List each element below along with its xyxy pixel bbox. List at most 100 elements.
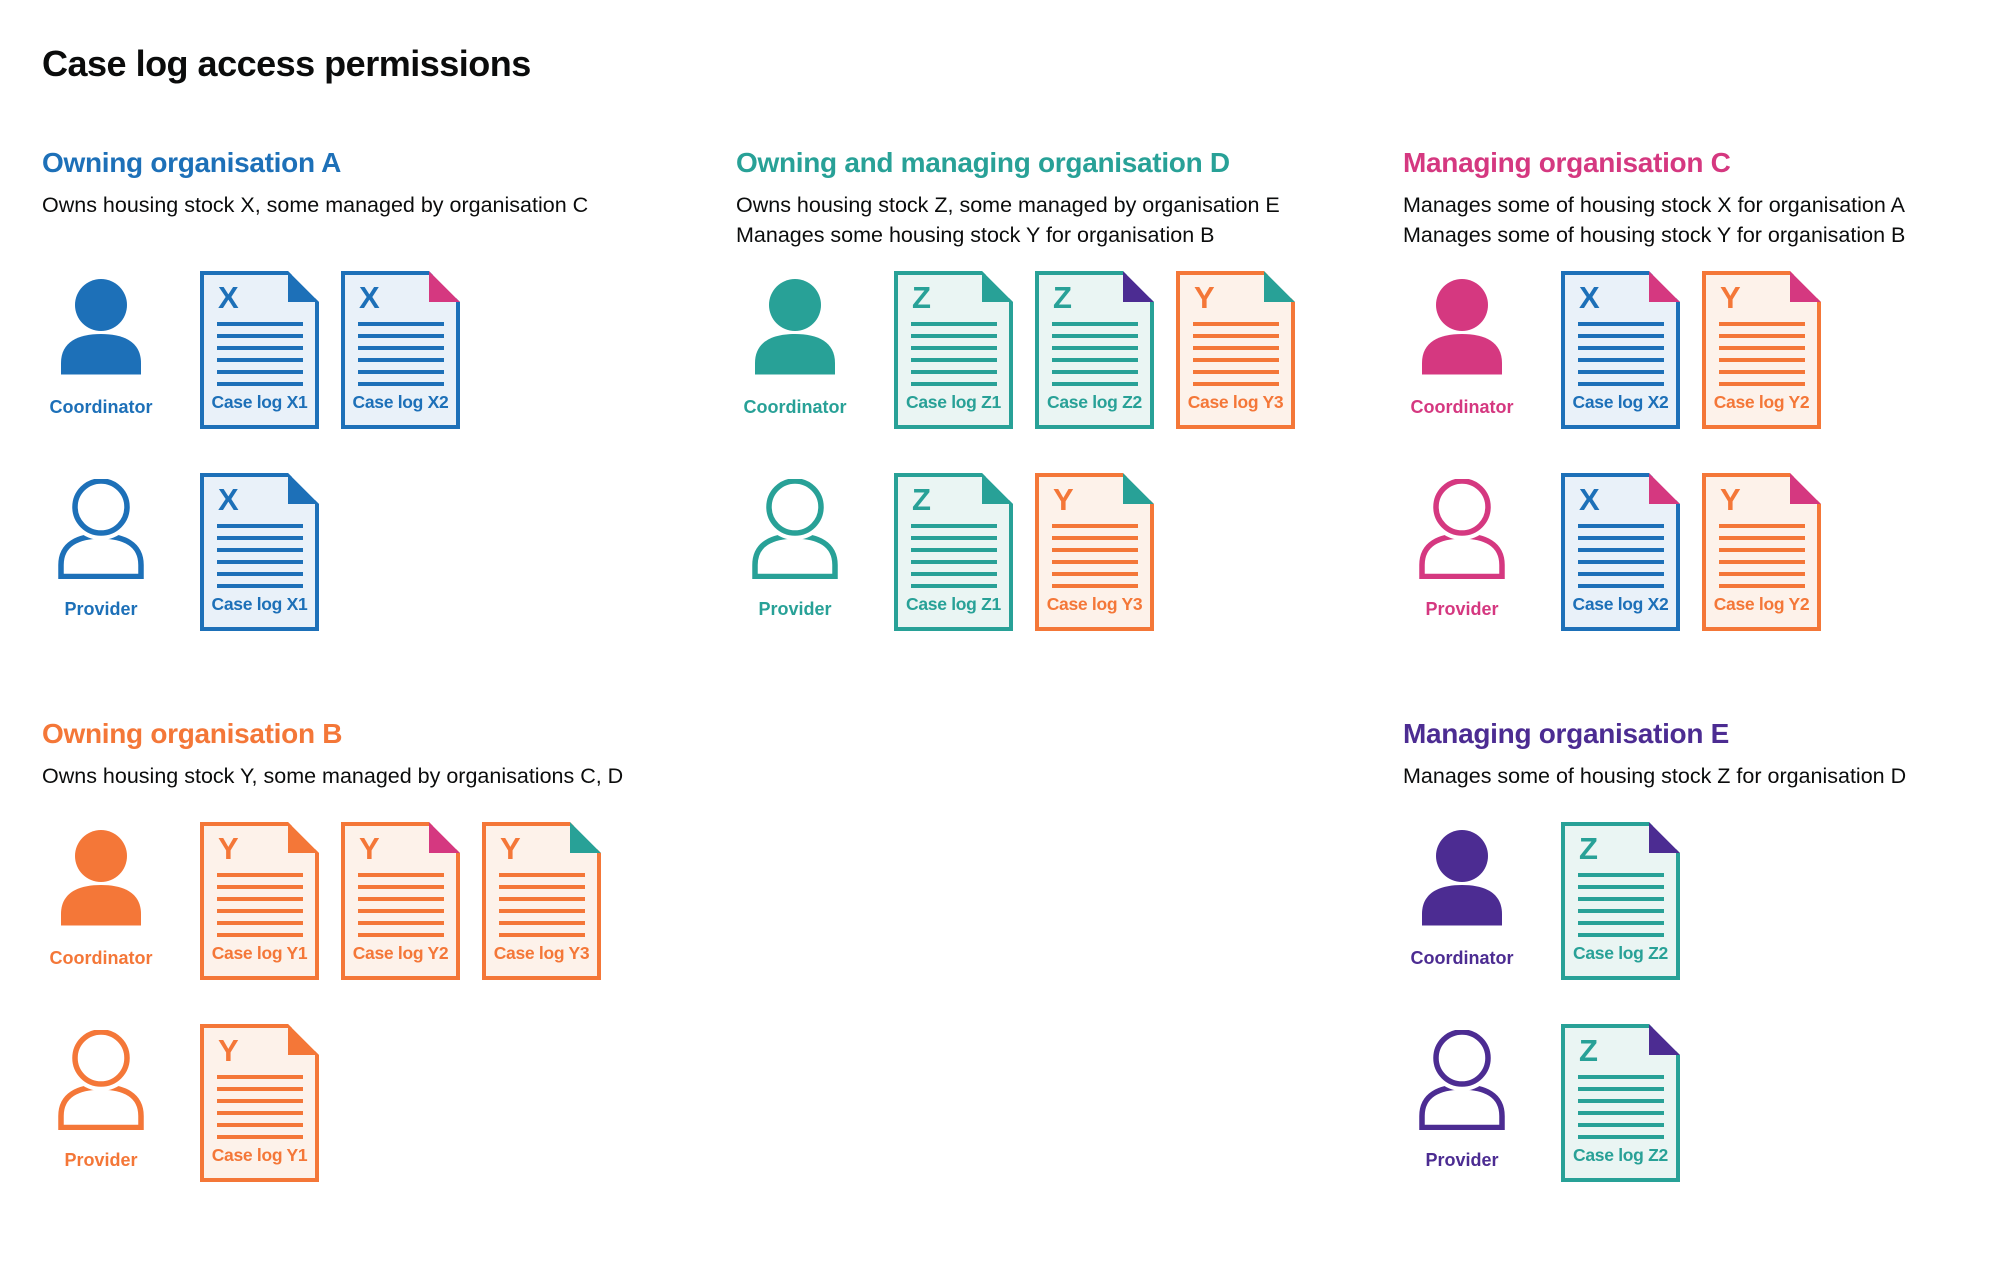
stock-letter: Z bbox=[912, 482, 931, 517]
section-title: Owning and managing organisation D bbox=[736, 147, 1230, 178]
stock-letter: Y bbox=[218, 831, 239, 866]
stock-letter: Y bbox=[500, 831, 521, 866]
document-text-lines bbox=[358, 873, 444, 937]
section-description: Owns housing stock X, some managed by or… bbox=[42, 190, 682, 250]
coordinator-figure: Coordinator bbox=[736, 271, 854, 418]
provider-figure: Provider bbox=[736, 473, 854, 620]
case-log-document: X Case log X2 bbox=[1561, 271, 1680, 429]
document-text-lines bbox=[911, 524, 997, 588]
case-log-document: Z Case log Z2 bbox=[1561, 822, 1680, 980]
case-log-document: Y Case log Y3 bbox=[482, 822, 601, 980]
case-log-documents: X Case log X2 Y Case log Y2 bbox=[1561, 473, 1821, 631]
folded-corner-icon bbox=[1264, 271, 1295, 302]
section-description-line: Owns housing stock Z, some managed by or… bbox=[736, 193, 1280, 217]
coordinator-row: Coordinator X Case log X2 Y Case log Y2 bbox=[1403, 271, 1995, 429]
case-log-document: Y Case log Y3 bbox=[1176, 271, 1295, 429]
role-label: Coordinator bbox=[743, 397, 847, 417]
folded-corner-icon bbox=[288, 822, 319, 853]
case-log-label: Case log Y3 bbox=[1187, 392, 1284, 412]
folded-corner-icon bbox=[429, 271, 460, 302]
role-label: Provider bbox=[64, 599, 138, 619]
coordinator-figure: Coordinator bbox=[1403, 271, 1521, 418]
folded-corner-icon bbox=[1649, 473, 1680, 504]
stock-letter: Z bbox=[1053, 280, 1072, 315]
case-log-document: X Case log X2 bbox=[1561, 473, 1680, 631]
stock-letter: X bbox=[1579, 482, 1600, 517]
section-description-line: Manages some of housing stock Y for orga… bbox=[1403, 223, 1906, 247]
case-log-documents: X Case log X1 X Case log X2 bbox=[200, 271, 460, 429]
case-log-document: Z Case log Z1 bbox=[894, 271, 1013, 429]
provider-icon bbox=[752, 479, 838, 579]
provider-figure: Provider bbox=[42, 473, 160, 620]
case-log-label: Case log Z1 bbox=[906, 594, 1001, 614]
case-log-document: X Case log X1 bbox=[200, 271, 319, 429]
folded-corner-icon bbox=[1649, 1024, 1680, 1055]
folded-corner-icon bbox=[982, 473, 1013, 504]
role-label: Coordinator bbox=[49, 397, 153, 417]
section-managing-organisation-e: Managing organisation E Manages some of … bbox=[1403, 718, 1995, 1182]
case-log-document: X Case log X1 bbox=[200, 473, 319, 631]
case-log-label: Case log X2 bbox=[1572, 594, 1669, 614]
stock-letter: Y bbox=[359, 831, 380, 866]
case-log-document: Y Case log Y2 bbox=[1702, 271, 1821, 429]
case-log-label: Case log Y1 bbox=[211, 1145, 308, 1165]
coordinator-icon bbox=[61, 279, 141, 375]
stock-letter: Z bbox=[1579, 831, 1598, 866]
document-text-lines bbox=[217, 524, 303, 588]
document-text-lines bbox=[1719, 322, 1805, 386]
stock-letter: Y bbox=[1720, 482, 1741, 517]
provider-row: Provider Z Case log Z1 Y Case log Y3 bbox=[736, 473, 1376, 631]
stock-letter: X bbox=[359, 280, 380, 315]
case-log-document: Z Case log Z2 bbox=[1561, 1024, 1680, 1182]
stock-letter: Y bbox=[1720, 280, 1741, 315]
folded-corner-icon bbox=[288, 271, 319, 302]
case-log-documents: Y Case log Y1 Y Case log Y2 Y Case log Y… bbox=[200, 822, 601, 980]
provider-icon bbox=[1419, 479, 1505, 579]
document-text-lines bbox=[911, 322, 997, 386]
case-log-label: Case log X2 bbox=[1572, 392, 1669, 412]
document-text-lines bbox=[217, 322, 303, 386]
folded-corner-icon bbox=[1790, 271, 1821, 302]
role-label: Coordinator bbox=[1410, 397, 1514, 417]
folded-corner-icon bbox=[1649, 271, 1680, 302]
document-text-lines bbox=[1052, 322, 1138, 386]
document-text-lines bbox=[499, 873, 585, 937]
document-text-lines bbox=[1578, 1075, 1664, 1139]
coordinator-icon bbox=[1422, 279, 1502, 375]
folded-corner-icon bbox=[1649, 822, 1680, 853]
coordinator-icon bbox=[61, 830, 141, 926]
case-log-documents: Z Case log Z2 bbox=[1561, 822, 1680, 980]
role-label: Coordinator bbox=[49, 948, 153, 968]
folded-corner-icon bbox=[570, 822, 601, 853]
coordinator-figure: Coordinator bbox=[1403, 822, 1521, 969]
section-owning-organisation-a: Owning organisation A Owns housing stock… bbox=[42, 147, 682, 631]
document-text-lines bbox=[1578, 524, 1664, 588]
provider-icon bbox=[58, 479, 144, 579]
coordinator-row: Coordinator Z Case log Z1 Z Case log Z2 … bbox=[736, 271, 1376, 429]
section-title: Owning organisation A bbox=[42, 147, 342, 178]
case-log-label: Case log Z1 bbox=[906, 392, 1001, 412]
folded-corner-icon bbox=[982, 271, 1013, 302]
case-log-documents: Z Case log Z1 Z Case log Z2 Y Case log Y… bbox=[894, 271, 1295, 429]
case-log-label: Case log Z2 bbox=[1573, 1145, 1668, 1165]
case-log-documents: Z Case log Z1 Y Case log Y3 bbox=[894, 473, 1154, 631]
section-owning-managing-organisation-d: Owning and managing organisation D Owns … bbox=[736, 147, 1376, 631]
document-text-lines bbox=[217, 1075, 303, 1139]
case-log-documents: Z Case log Z2 bbox=[1561, 1024, 1680, 1182]
case-log-documents: X Case log X1 bbox=[200, 473, 319, 631]
case-log-label: Case log X1 bbox=[211, 594, 308, 614]
document-text-lines bbox=[217, 873, 303, 937]
document-text-lines bbox=[1578, 873, 1664, 937]
stock-letter: X bbox=[1579, 280, 1600, 315]
folded-corner-icon bbox=[1790, 473, 1821, 504]
document-text-lines bbox=[1193, 322, 1279, 386]
coordinator-row: Coordinator Z Case log Z2 bbox=[1403, 822, 1995, 980]
document-text-lines bbox=[1578, 322, 1664, 386]
coordinator-figure: Coordinator bbox=[42, 822, 160, 969]
case-log-document: Y Case log Y1 bbox=[200, 1024, 319, 1182]
stock-letter: Y bbox=[1053, 482, 1074, 517]
case-log-label: Case log Z2 bbox=[1573, 943, 1668, 963]
section-description: Manages some of housing stock X for orga… bbox=[1403, 190, 1995, 250]
document-text-lines bbox=[1052, 524, 1138, 588]
case-log-document: Y Case log Y3 bbox=[1035, 473, 1154, 631]
